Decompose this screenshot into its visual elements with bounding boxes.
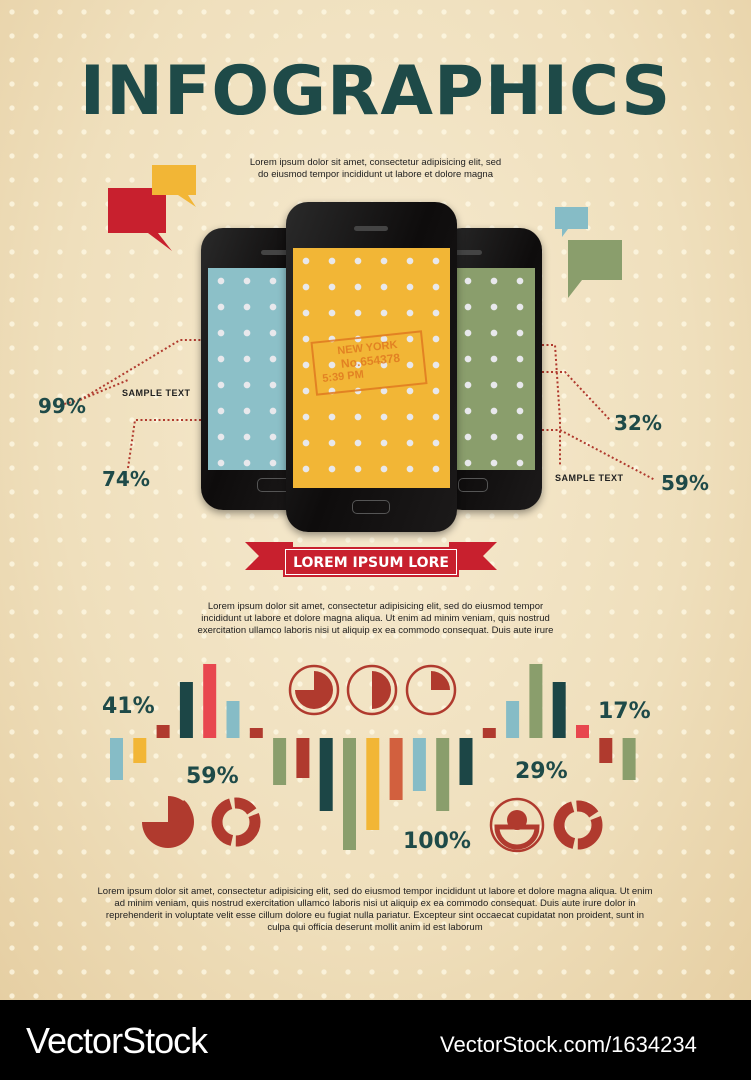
callout-percent: 74%: [102, 467, 150, 491]
home-button: [352, 500, 390, 514]
pie-outline: [346, 664, 398, 716]
callout-percent: 32%: [614, 411, 662, 435]
donut-chart-icon: [553, 800, 603, 850]
sample-text-label: SAMPLE TEXT: [555, 473, 624, 483]
bar: [133, 738, 147, 763]
bar: [366, 738, 380, 830]
phone-screen: NEW YORK No.654378 5:39 PM: [293, 248, 450, 488]
bar: [110, 738, 123, 780]
bar: [296, 738, 310, 778]
bar: [156, 725, 170, 738]
pie-outline: [288, 664, 340, 716]
bar: [576, 725, 589, 738]
bar: [179, 682, 193, 738]
phone-speaker: [261, 250, 301, 255]
bar: [552, 682, 566, 738]
speech-bubble-yellow: [152, 165, 196, 207]
bar: [343, 738, 356, 850]
bar: [319, 738, 333, 811]
speech-bubble-blue: [555, 207, 588, 237]
text-line: incididunt ut labore et dolore magna ali…: [201, 613, 550, 624]
pie-fill: [431, 671, 450, 690]
bar: [436, 738, 450, 811]
text-line: exercitation ullamco laboris nisi ut ali…: [197, 625, 554, 636]
stat-percent: 17%: [598, 699, 651, 724]
bar: [482, 728, 496, 738]
bar: [226, 701, 240, 738]
page-title: INFOGRAPHICS: [79, 52, 672, 131]
pie-outline: [405, 664, 457, 716]
text-line: culpa qui officia deserunt mollit anim i…: [267, 922, 483, 933]
pie-fill: [372, 671, 391, 709]
bar: [459, 738, 473, 785]
ribbon-banner: LOREM IPSUM LORE: [283, 547, 459, 577]
phone-speaker: [354, 226, 388, 231]
text-line: ad minim veniam, quis nostrud exercitati…: [114, 898, 636, 909]
bar: [249, 728, 263, 738]
bottom-text: Lorem ipsum dolor sit amet, consectetur …: [40, 886, 710, 934]
bar: [622, 738, 636, 780]
callout-lines: [59, 339, 656, 481]
text-line: reprehenderit in voluptate velit esse ci…: [105, 910, 645, 921]
bar: [273, 738, 287, 785]
bar: [412, 738, 426, 791]
bar: [389, 738, 403, 800]
bar: [203, 664, 217, 738]
home-button: [458, 478, 488, 492]
stat-percent: 59%: [186, 764, 239, 789]
brand-logo: VectorStock: [26, 1020, 208, 1061]
intro-line: do eiusmod tempor incididunt ut labore e…: [257, 169, 493, 180]
decor-layer: [59, 165, 656, 481]
image-id: VectorStock.com/1634234: [440, 1032, 697, 1057]
text-line: Lorem ipsum dolor sit amet, consectetur …: [207, 601, 544, 612]
text-line: Lorem ipsum dolor sit amet, consectetur …: [97, 886, 653, 897]
bar: [599, 738, 613, 763]
ribbon-tails: [245, 542, 497, 570]
phone-center: NEW YORK No.654378 5:39 PM: [286, 202, 457, 532]
speech-bubble-red: [108, 188, 172, 251]
sample-text-label: SAMPLE TEXT: [122, 388, 191, 398]
phone-speaker: [452, 250, 482, 255]
stat-percent: 41%: [102, 694, 155, 719]
speech-bubble-green: [568, 240, 622, 298]
stat-percent: 100%: [403, 829, 471, 854]
bar: [506, 701, 520, 738]
middle-text: Lorem ipsum dolor sit amet, consectetur …: [150, 601, 601, 637]
phone-right: [440, 228, 542, 510]
pie-slice: [170, 800, 193, 824]
callout-percent: 59%: [661, 471, 709, 495]
target-icon-arc: [494, 824, 540, 850]
stamp: NEW YORK No.654378 5:39 PM: [310, 330, 428, 396]
target-icon-ring: [489, 797, 545, 853]
watermark-footer: VectorStock VectorStock.com/1634234: [0, 1000, 751, 1080]
stat-percent: 29%: [515, 759, 568, 784]
callout-percent: 99%: [38, 394, 86, 418]
donut-chart-icon: [211, 797, 261, 847]
phone-screen: [455, 268, 535, 470]
intro-text: Lorem ipsum dolor sit amet, consectetur …: [150, 157, 601, 181]
pie-fill: [295, 671, 333, 709]
bar-chart: [110, 664, 636, 853]
bar: [529, 664, 543, 738]
intro-line: Lorem ipsum dolor sit amet, consectetur …: [249, 157, 502, 168]
